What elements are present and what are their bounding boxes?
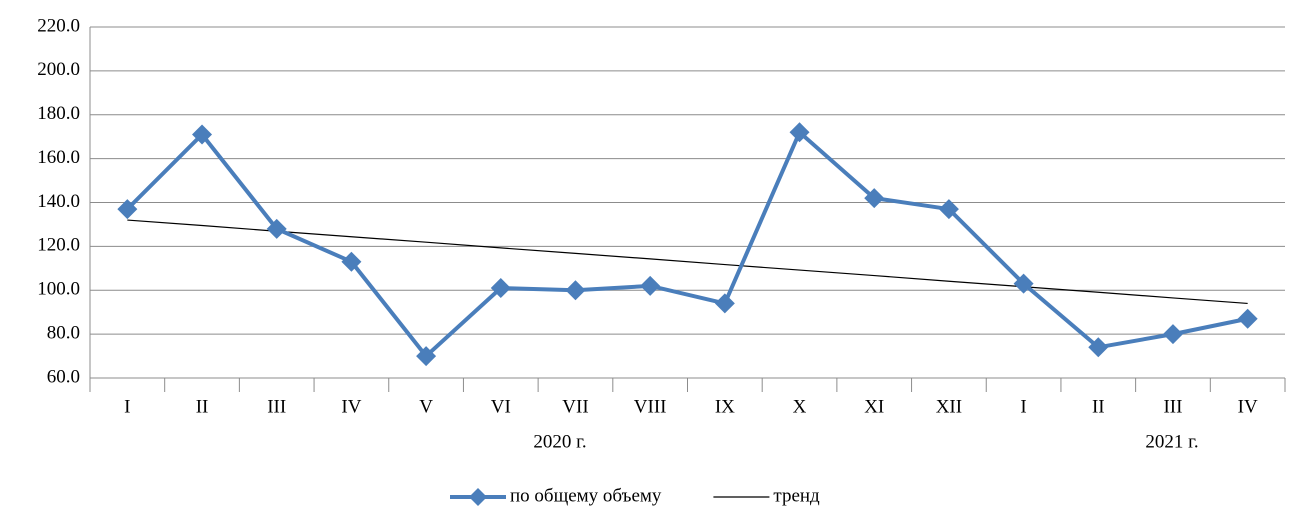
- y-tick-label: 200.0: [37, 59, 80, 80]
- x-tick-label: XI: [864, 396, 884, 417]
- x-group-label: 2020 г.: [533, 431, 586, 452]
- x-tick-label: IX: [715, 396, 735, 417]
- x-tick-label: III: [267, 396, 286, 417]
- marker: [565, 280, 586, 301]
- x-tick-label: VII: [562, 396, 588, 417]
- marker: [1088, 337, 1109, 358]
- x-tick-label: VIII: [634, 396, 667, 417]
- x-tick-label: VI: [491, 396, 511, 417]
- legend-marker: [469, 488, 487, 506]
- x-tick-label: IV: [341, 396, 361, 417]
- marker: [1162, 324, 1183, 345]
- x-tick-label: V: [419, 396, 433, 417]
- y-tick-label: 120.0: [37, 235, 80, 256]
- series-line: [127, 219, 1248, 305]
- legend-label: по общему объему: [510, 485, 662, 506]
- x-tick-label: II: [1092, 396, 1105, 417]
- marker: [490, 278, 511, 299]
- marker: [266, 218, 287, 239]
- marker: [864, 188, 885, 209]
- marker: [192, 124, 213, 145]
- marker: [714, 293, 735, 314]
- series-line: [125, 128, 1249, 359]
- x-group-label: 2021 г.: [1145, 431, 1198, 452]
- marker: [416, 346, 437, 367]
- x-tick-label: XII: [936, 396, 962, 417]
- y-tick-label: 100.0: [37, 279, 80, 300]
- marker: [1013, 273, 1034, 294]
- marker: [938, 199, 959, 220]
- marker: [341, 251, 362, 272]
- marker: [789, 122, 810, 143]
- y-tick-label: 180.0: [37, 103, 80, 124]
- y-tick-label: 220.0: [37, 15, 80, 36]
- y-tick-label: 60.0: [47, 366, 80, 387]
- marker: [117, 199, 138, 220]
- y-tick-label: 80.0: [47, 322, 80, 343]
- marker: [640, 275, 661, 296]
- legend-label: тренд: [773, 485, 820, 506]
- x-tick-label: III: [1163, 396, 1182, 417]
- x-tick-label: II: [196, 396, 209, 417]
- y-tick-label: 160.0: [37, 147, 80, 168]
- y-tick-label: 140.0: [37, 191, 80, 212]
- x-tick-label: I: [1020, 396, 1026, 417]
- x-tick-label: X: [793, 396, 807, 417]
- x-tick-label: IV: [1238, 396, 1258, 417]
- x-tick-label: I: [124, 396, 130, 417]
- marker: [1237, 308, 1258, 329]
